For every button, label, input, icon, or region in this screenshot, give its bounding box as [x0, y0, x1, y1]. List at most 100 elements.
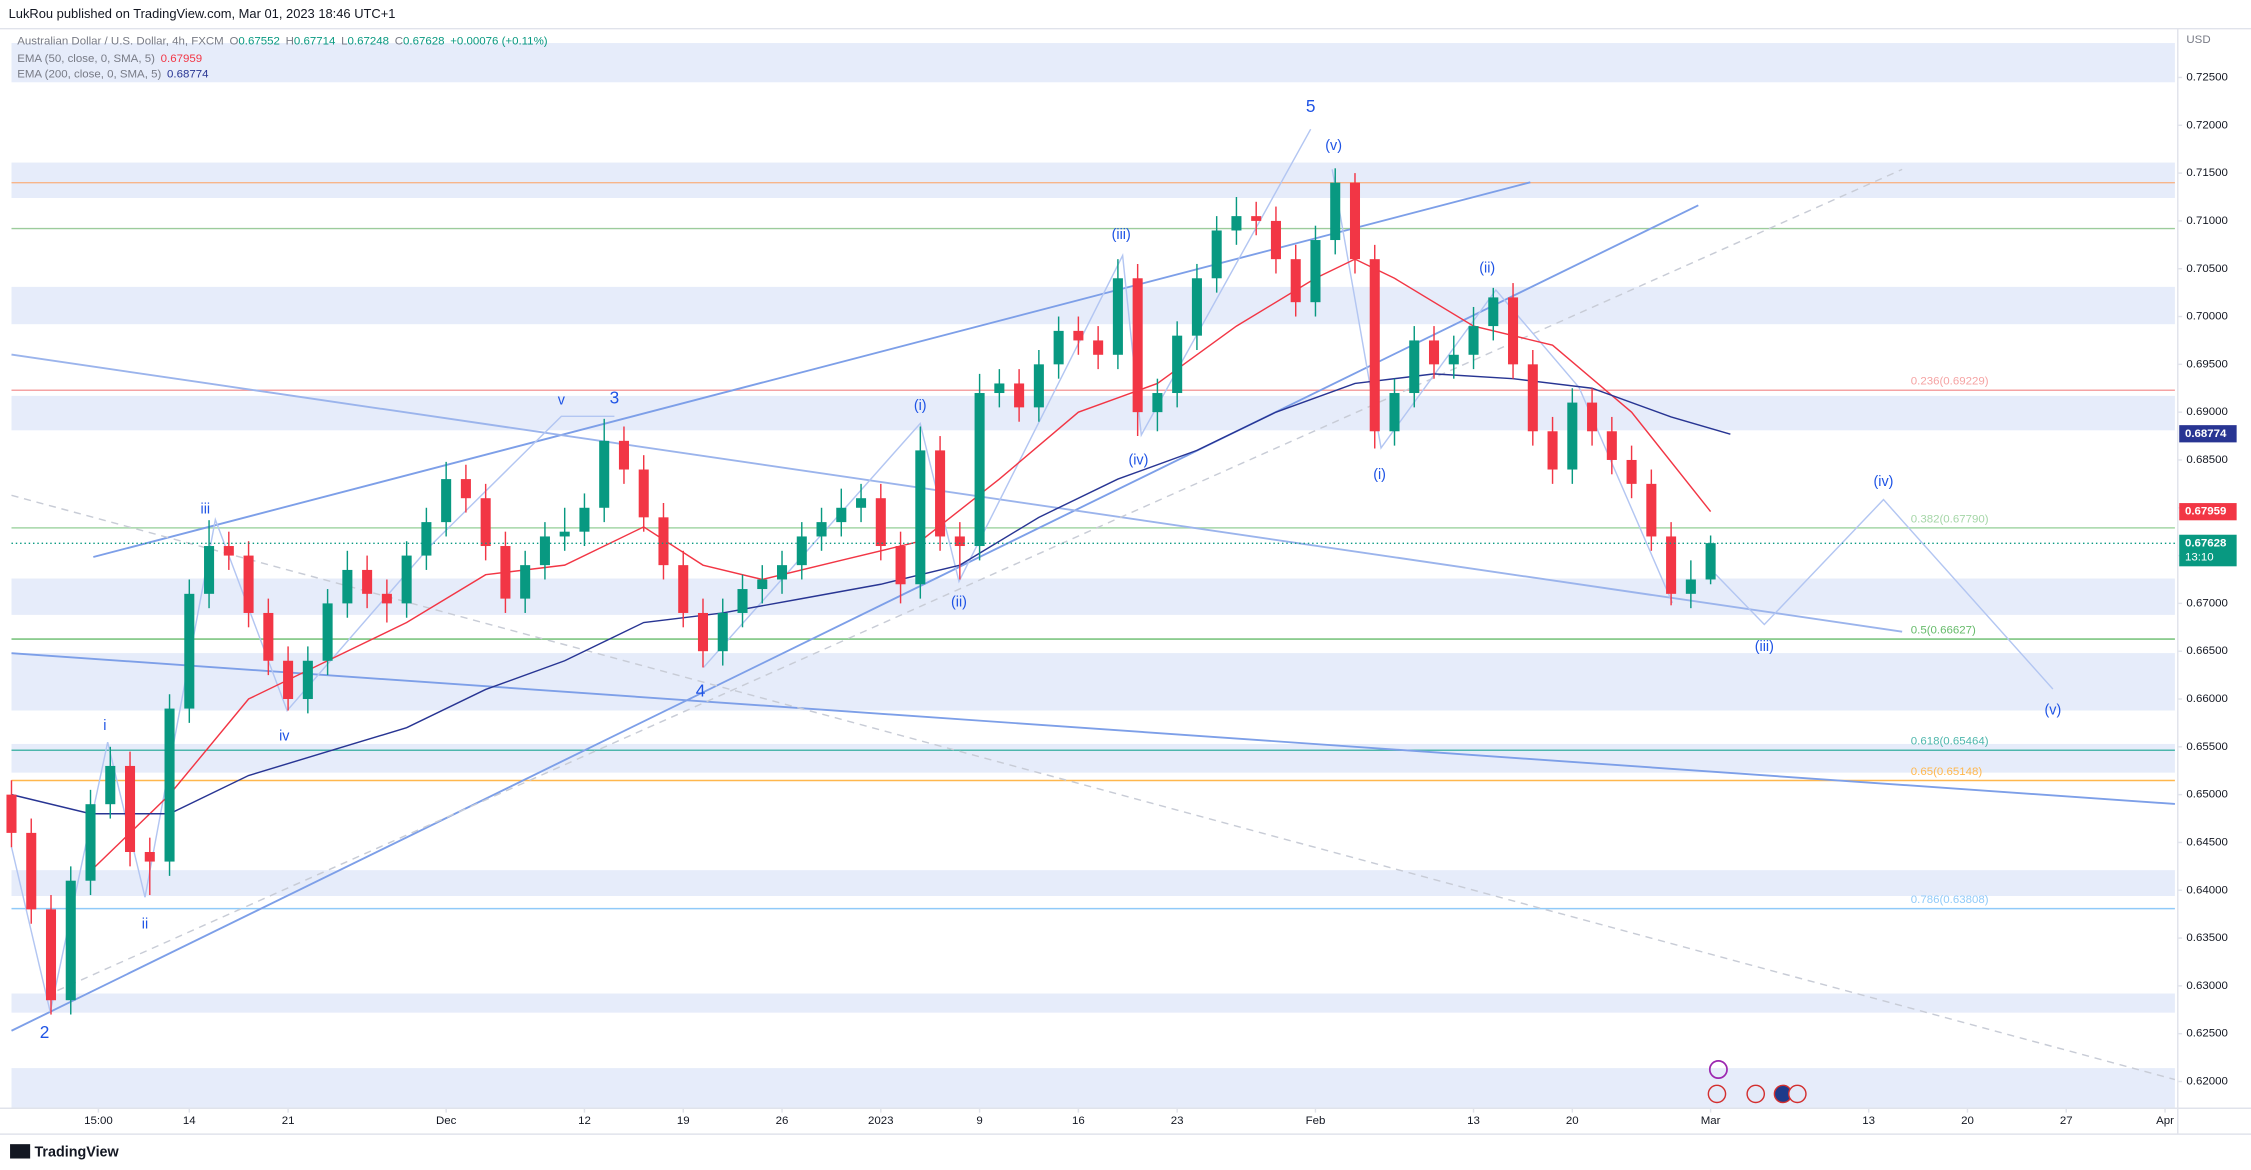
candle-body — [796, 536, 807, 566]
candle-body — [1033, 364, 1044, 408]
candle-body — [1053, 330, 1064, 365]
zone — [11, 43, 2175, 83]
candle-body — [816, 522, 827, 537]
candle-body — [1389, 393, 1400, 432]
x-tick-label: 27 — [2060, 1115, 2073, 1127]
y-tick-label: 0.69000 — [2186, 406, 2227, 418]
legend-part: L — [341, 36, 347, 48]
price-badge-label: 0.67959 — [2185, 506, 2226, 518]
legend-symbol: Australian Dollar / U.S. Dollar, 4h, FXC… — [17, 36, 548, 48]
fib-label: 0.65(0.65148) — [1911, 766, 1983, 778]
events — [1707, 1060, 1807, 1104]
candle-body — [1310, 240, 1321, 303]
candle-body — [1330, 182, 1341, 241]
candle-body — [164, 708, 175, 862]
candle-body — [401, 555, 412, 604]
candle-body — [1290, 259, 1301, 303]
y-tick-label: 0.71500 — [2186, 167, 2227, 179]
y-tick-label: 0.70500 — [2186, 263, 2227, 275]
y-tick-label: 0.65500 — [2186, 741, 2227, 753]
logo — [10, 1144, 31, 1159]
publisher: LukRou published on TradingView.com, Mar… — [9, 6, 396, 21]
fib-label: 0.236(0.69229) — [1911, 376, 1989, 388]
candle-body — [757, 579, 768, 590]
candle-body — [1606, 431, 1617, 460]
x-tick-label: 9 — [976, 1115, 982, 1127]
wave-label: (iii) — [1112, 227, 1131, 243]
candle-body — [1527, 364, 1538, 432]
candle-body — [1093, 340, 1104, 355]
wave-label: iii — [201, 501, 211, 517]
candle-body — [460, 479, 471, 499]
zones: 0.236(0.69229) 0.382(0.67790) 0.5(0.66627)… — [11, 43, 2175, 1109]
x-tick-label: 20 — [1961, 1115, 1974, 1127]
y-tick-label: 0.67000 — [2186, 597, 2227, 609]
legend-part: Australian Dollar / U.S. Dollar, 4h, FXC… — [17, 36, 224, 48]
legend-ema: EMA (200, close, 0, SMA, 5) 0.68774 — [17, 69, 209, 81]
y-tick-label: 0.66000 — [2186, 693, 2227, 705]
candle-body — [421, 522, 432, 556]
event-icon — [1708, 1060, 1728, 1079]
candle-body — [480, 498, 491, 547]
candle-body — [6, 794, 17, 833]
candle-body — [500, 546, 511, 599]
y-tick-label: 0.64000 — [2186, 884, 2227, 896]
wave-label: 4 — [696, 680, 706, 700]
candle-body — [520, 565, 531, 599]
legend-part: EMA (50, close, 0, SMA, 5) — [17, 53, 155, 65]
zone — [11, 653, 2175, 711]
wave-label: ii — [142, 916, 148, 932]
wave-label: (v) — [1325, 138, 1342, 154]
ema-line — [11, 373, 1731, 815]
candle-body — [678, 565, 689, 613]
wave-projection — [1715, 498, 2054, 690]
candle-body — [1547, 431, 1558, 470]
candle-body — [1409, 340, 1420, 394]
candle-body — [539, 536, 550, 566]
fib-label: 0.618(0.65464) — [1911, 736, 1989, 748]
candle-body — [1132, 278, 1143, 413]
candle-body — [1270, 220, 1281, 260]
wave-label: i — [103, 718, 106, 734]
y-tick-label: 0.71000 — [2186, 215, 2227, 227]
y-tick-label: 0.63000 — [2186, 980, 2227, 992]
dashed-line — [11, 494, 2176, 1081]
candle-body — [223, 546, 234, 556]
trend-line — [11, 353, 1903, 633]
price-badge — [2179, 503, 2237, 521]
legend-part: 0.67959 — [161, 53, 202, 65]
fib-label: 0.786(0.63808) — [1911, 894, 1989, 906]
x-tick-label: 19 — [677, 1115, 690, 1127]
legend-part: O — [229, 36, 238, 48]
candle-body — [1587, 402, 1598, 432]
candle-body — [915, 450, 926, 585]
y-tick-label: 0.66500 — [2186, 645, 2227, 657]
candle-body — [1014, 383, 1025, 408]
candle-body — [85, 804, 96, 881]
candle-body — [362, 569, 373, 594]
zone — [11, 870, 2175, 896]
legend-part: +0.00076 (+0.11%) — [450, 36, 548, 48]
candle-body — [441, 479, 452, 523]
zone — [11, 286, 2175, 325]
candle-body — [737, 589, 748, 613]
wave-label: 3 — [610, 388, 620, 408]
wave-label: iv — [279, 728, 290, 744]
x-tick-label: 23 — [1171, 1115, 1184, 1127]
zone — [11, 1068, 2175, 1109]
candle-body — [1369, 259, 1380, 432]
candle-body — [1488, 297, 1499, 327]
price-badge — [2179, 425, 2237, 443]
candle-body — [599, 440, 610, 508]
candle-body — [1567, 402, 1578, 470]
y-tick-label: 0.70000 — [2186, 311, 2227, 323]
countdown: 13:10 — [2185, 552, 2214, 564]
candle-body — [381, 593, 392, 604]
legend-part: 0.67248 — [348, 36, 389, 48]
current-price: 0.67628 — [2185, 537, 2227, 549]
wave-label: (iii) — [1755, 639, 1774, 655]
candle-body — [895, 546, 906, 585]
x-tick-label: 16 — [1072, 1115, 1085, 1127]
legend-part: 0.68774 — [167, 69, 209, 81]
